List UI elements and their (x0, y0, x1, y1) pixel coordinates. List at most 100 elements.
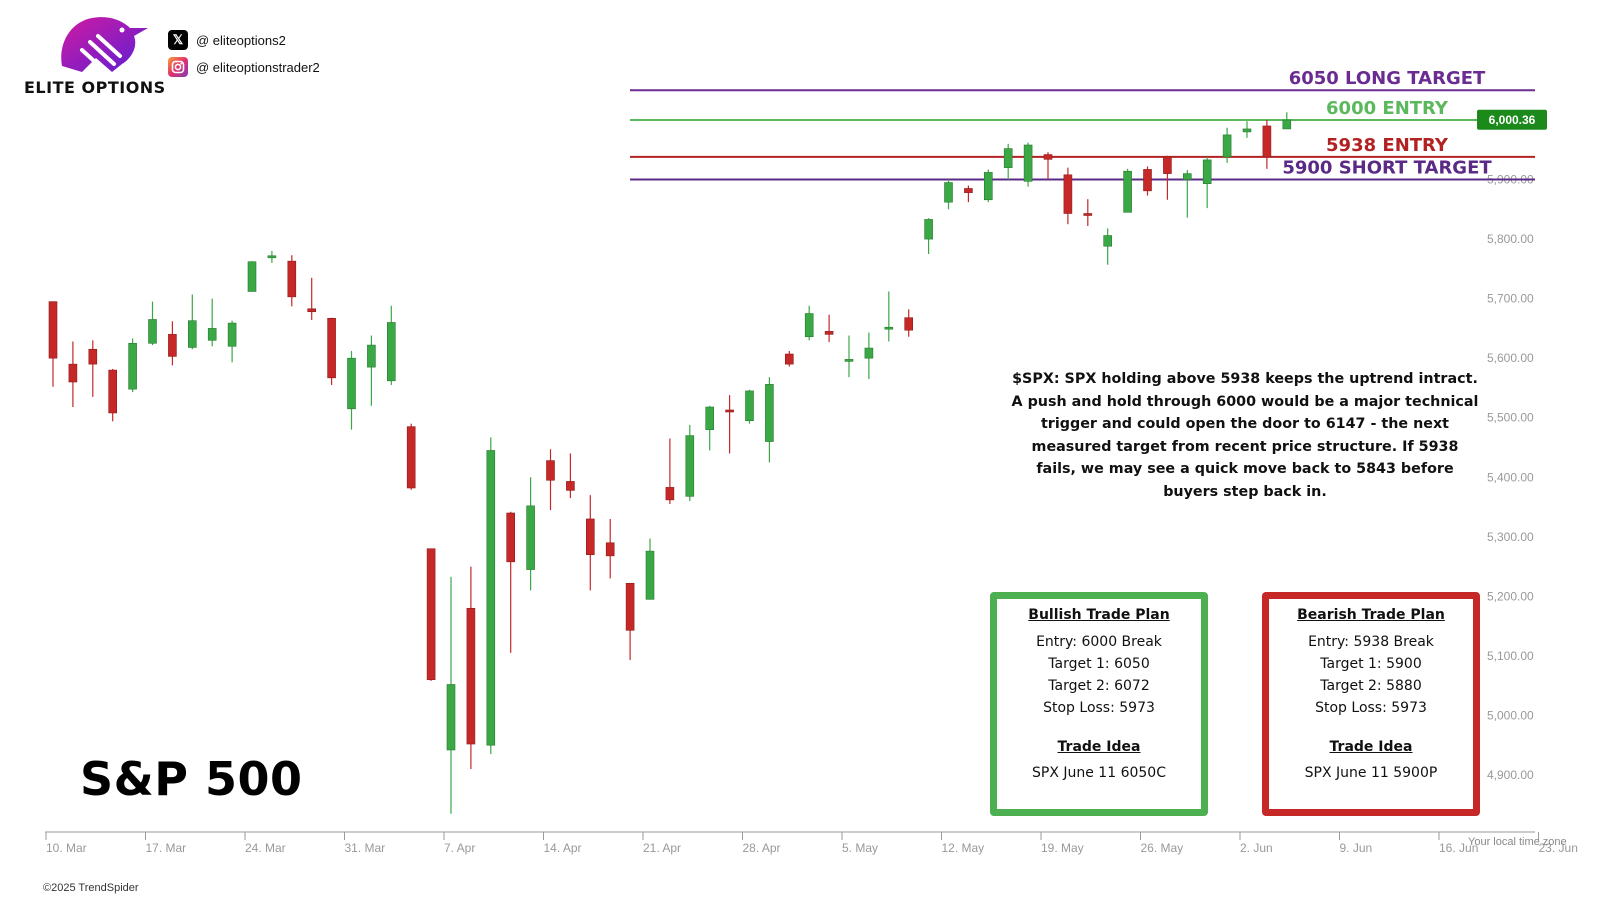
candle-body (426, 548, 436, 681)
candle-body (227, 322, 237, 347)
candle-body (446, 684, 456, 751)
candle-body (188, 320, 197, 348)
candle-body (347, 357, 356, 410)
candle-body (964, 188, 973, 193)
bearish-trade-idea-heading: Trade Idea (1329, 739, 1413, 755)
bearish-plan-stop-loss: Stop Loss: 5973 (1315, 700, 1427, 716)
commentary-text: $SPX: SPX holding above 5938 keeps the u… (1011, 371, 1479, 500)
bullish-trade-idea: SPX June 11 6050C (1032, 765, 1166, 781)
candle-body (585, 518, 595, 555)
y-tick-label: 5,500.00 (1487, 411, 1534, 425)
x-tick-label: 17. Mar (146, 841, 187, 855)
twitter-handle-row[interactable]: 𝕏 @ eliteoptions2 (168, 30, 286, 50)
candle-body (466, 607, 476, 745)
x-tick-label: 21. Apr (643, 841, 681, 855)
instagram-handle: @ eliteoptionstrader2 (196, 59, 320, 75)
candle-body (1023, 144, 1033, 182)
elite-options-logo: ELITE OPTIONS (20, 14, 165, 104)
bullish-plan-stop-loss: Stop Loss: 5973 (1043, 700, 1155, 716)
x-tick-label: 28. Apr (743, 841, 781, 855)
y-tick-label: 5,600.00 (1487, 351, 1534, 365)
candle-body (267, 255, 277, 259)
candle-body (1282, 119, 1292, 130)
candle-body (983, 172, 993, 201)
candle-body (506, 512, 516, 563)
candle-body (1163, 156, 1172, 174)
bullish-plan-entry: Entry: 6000 Break (1036, 634, 1162, 650)
bearish-trade-idea: SPX June 11 5900P (1304, 765, 1438, 781)
candle-body (904, 317, 914, 331)
candle-body (824, 331, 834, 335)
candle-body (128, 342, 137, 390)
last-price-label: 6,000.36 (1489, 113, 1536, 127)
x-logo-icon: 𝕏 (168, 30, 188, 50)
last-price-tag (1477, 109, 1547, 130)
bullish-plan-heading: Bullish Trade Plan (1028, 607, 1170, 623)
x-tick-label: 10. Mar (46, 841, 87, 855)
candle-body (804, 313, 814, 338)
level-label: 6000 ENTRY (1326, 98, 1449, 119)
candle-body (486, 450, 496, 746)
candle-body (685, 435, 695, 497)
candle-body (88, 348, 98, 365)
x-tick-label: 5. May (842, 841, 878, 855)
candle-body (1202, 159, 1212, 185)
twitter-handle: @ eliteoptions2 (196, 32, 286, 48)
bearish-trade-plan-box: Bearish Trade Plan Entry: 5938 Break Tar… (1262, 592, 1480, 816)
instagram-handle-row[interactable]: @ eliteoptionstrader2 (168, 57, 320, 77)
candle-body (765, 384, 774, 442)
x-tick-label: 26. May (1141, 841, 1184, 855)
candle-body (725, 409, 734, 413)
candle-body (665, 487, 675, 501)
candle-body (1043, 154, 1053, 160)
candle-body (546, 460, 555, 481)
candle-body (287, 260, 297, 298)
eagle-logo-icon (61, 17, 148, 74)
candle-body (1063, 174, 1073, 214)
x-tick-label: 24. Mar (245, 841, 286, 855)
bearish-plan-heading: Bearish Trade Plan (1297, 607, 1445, 623)
candle-body (924, 219, 933, 240)
x-tick-label: 7. Apr (444, 841, 475, 855)
bullish-plan-target-2: Target 2: 6072 (1048, 678, 1150, 694)
y-tick-label: 4,900.00 (1487, 768, 1534, 782)
candle-body (645, 550, 655, 600)
candle-body (605, 542, 615, 557)
bullish-trade-plan-box: Bullish Trade Plan Entry: 6000 Break Tar… (990, 592, 1208, 816)
candle-body (844, 359, 854, 362)
candle-body (944, 182, 953, 203)
brand-name: ELITE OPTIONS (24, 78, 166, 97)
candle-body (367, 344, 376, 368)
candle-body (1143, 169, 1152, 192)
candle-body (406, 426, 416, 489)
y-tick-label: 5,700.00 (1487, 292, 1534, 306)
copyright: ©2025 TrendSpider (43, 882, 139, 894)
y-tick-label: 5,300.00 (1487, 530, 1534, 544)
x-tick-label: 19. May (1041, 841, 1084, 855)
bearish-plan-target-2: Target 2: 5880 (1320, 678, 1422, 694)
candle-body (1222, 134, 1232, 158)
x-tick-label: 2. Jun (1240, 841, 1273, 855)
bullish-plan-target-1: Target 1: 6050 (1048, 656, 1150, 672)
candle-body (1242, 128, 1252, 133)
x-tick-label: 12. May (942, 841, 985, 855)
candle-body (1183, 173, 1192, 180)
x-tick-label: 14. Apr (544, 841, 582, 855)
candle-body (148, 319, 157, 344)
timezone-note: Your local time zone (1468, 836, 1567, 848)
level-label: 5938 ENTRY (1326, 135, 1449, 156)
candle-body (1103, 235, 1112, 247)
chart-title: S&P 500 (80, 752, 303, 806)
candle-body (386, 322, 396, 382)
candle-body (705, 406, 715, 430)
y-tick-label: 5,400.00 (1487, 470, 1534, 484)
y-tick-label: 5,000.00 (1487, 708, 1534, 722)
candle-body (566, 481, 575, 491)
candle-body (247, 261, 257, 292)
candle-body (784, 353, 794, 365)
bearish-plan-target-1: Target 1: 5900 (1320, 656, 1422, 672)
candle-body (864, 347, 874, 359)
candle-body (327, 317, 336, 379)
candle-body (745, 390, 754, 422)
